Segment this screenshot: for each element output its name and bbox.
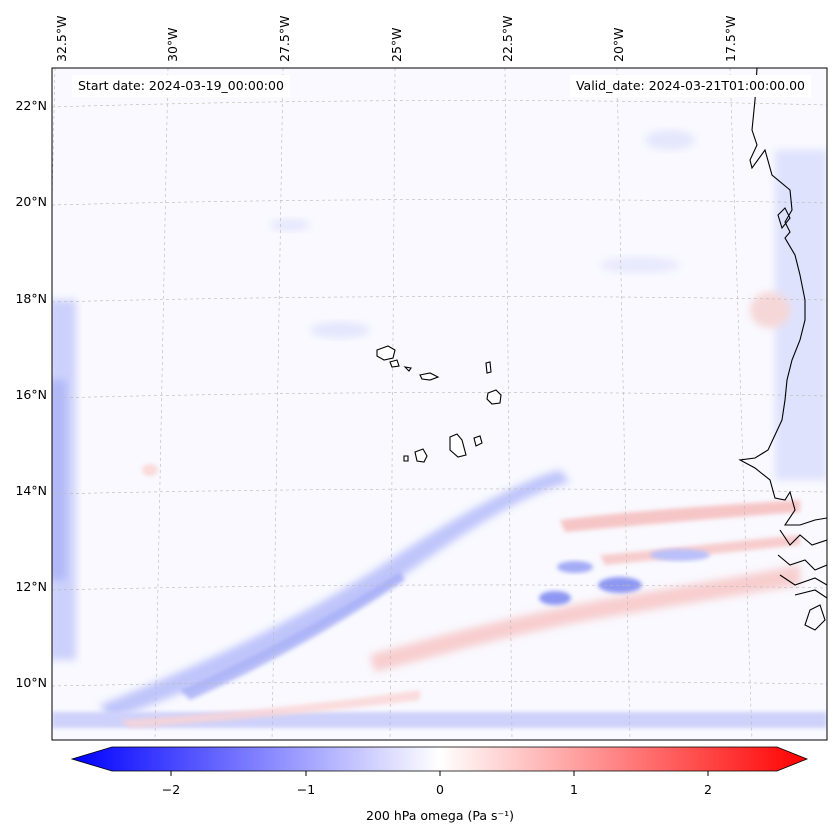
colorbar-tick: −1: [296, 782, 316, 797]
valid-date: Valid_date: 2024-03-21T01:00:00.00: [569, 75, 811, 97]
colorbar-label: 200 hPa omega (Pa s⁻¹): [366, 808, 514, 823]
islands: [376, 345, 502, 463]
colorbar: [70, 746, 809, 776]
graticule: [52, 68, 827, 740]
colorbar-tick: 1: [570, 782, 578, 797]
lat-label: 20°N: [15, 194, 47, 209]
lat-label: 22°N: [15, 98, 47, 113]
lon-label: 30°W: [165, 27, 180, 62]
lat-label: 18°N: [15, 291, 47, 306]
lon-label: 25°W: [389, 27, 404, 62]
coastline: [738, 68, 827, 631]
start-date: Start date: 2024-03-19_00:00:00: [72, 75, 290, 97]
lon-label: 32.5°W: [54, 15, 69, 62]
colorbar-tick: 2: [704, 782, 712, 797]
map-frame: [51, 67, 828, 741]
colorbar-tick: 0: [436, 782, 444, 797]
lat-label: 14°N: [15, 483, 47, 498]
omega-field: [52, 68, 827, 740]
lat-label: 12°N: [15, 579, 47, 594]
lon-label: 22.5°W: [500, 15, 515, 62]
lon-label: 17.5°W: [723, 15, 738, 62]
lat-label: 16°N: [15, 387, 47, 402]
lon-label: 27.5°W: [277, 15, 292, 62]
lon-label: 20°W: [611, 27, 626, 62]
lat-label: 10°N: [15, 675, 47, 690]
colorbar-tick: −2: [161, 782, 181, 797]
